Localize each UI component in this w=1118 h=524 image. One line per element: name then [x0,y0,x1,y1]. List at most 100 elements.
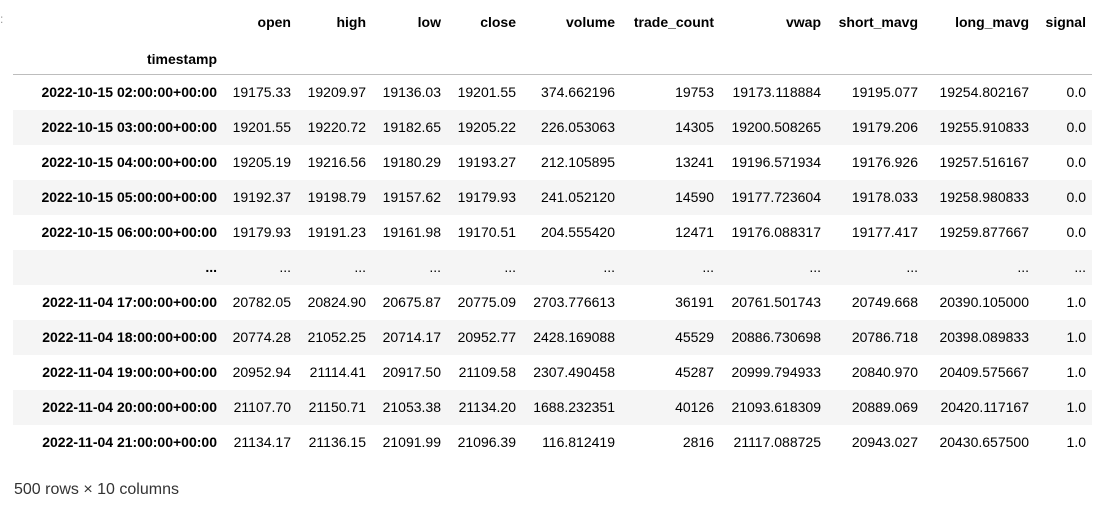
cell-long-mavg: 19254.802167 [939,84,1029,100]
cell-low: 19182.65 [382,119,441,135]
index-header-blank [372,44,447,75]
index-header-blank [297,44,372,75]
cell-high: 20824.90 [307,294,366,310]
cell-close: ... [504,259,516,275]
cell-vwap: 19176.088317 [731,224,821,240]
cell-low: 19157.62 [382,189,441,205]
column-header-close: close [480,14,516,30]
row-index-timestamp: 2022-10-15 06:00:00+00:00 [41,224,217,240]
cell-high: 21150.71 [308,399,366,415]
cell-short-mavg: 20786.718 [851,329,918,345]
cell-vwap: ... [809,259,821,275]
cell-high: 19191.23 [307,224,366,240]
cell-long-mavg: 19257.516167 [939,154,1029,170]
cell-signal: 0.0 [1066,119,1086,135]
cell-trade-count: 14590 [675,189,714,205]
cell-open: 19192.37 [232,189,291,205]
row-index-timestamp: 2022-11-04 18:00:00+00:00 [42,329,217,345]
cell-open: 19205.19 [232,154,291,170]
cell-short-mavg: 20840.970 [851,364,918,380]
index-header-blank [720,44,827,75]
cell-vwap: 19173.118884 [732,84,822,100]
cell-long-mavg: 20420.117167 [940,399,1030,415]
cell-vwap: 19200.508265 [731,119,821,135]
cell-high: 21136.15 [308,434,366,450]
row-index-timestamp: 2022-11-04 20:00:00+00:00 [42,399,217,415]
cell-trade-count: 45287 [675,364,714,380]
table-body: 2022-10-15 02:00:00+00:00 19175.33 19209.9… [13,74,1092,460]
cell-volume: 226.053063 [541,119,615,135]
cell-signal: ... [1074,259,1086,275]
cell-signal: 0.0 [1066,84,1086,100]
cell-volume: 2428.169088 [533,329,615,345]
cell-close: 20952.77 [457,329,516,345]
cell-open: 19175.33 [232,84,291,100]
cell-volume: 204.555420 [541,224,615,240]
cell-close: 19179.93 [457,189,516,205]
cell-close: 19201.55 [457,84,516,100]
cell-open: 21107.70 [233,399,291,415]
cell-open: 21134.17 [233,434,291,450]
cell-open: 20774.28 [232,329,291,345]
cell-trade-count: 13241 [675,154,714,170]
cell-short-mavg: 19177.417 [851,224,918,240]
cell-short-mavg: 19195.077 [851,84,918,100]
row-index-timestamp: 2022-11-04 21:00:00+00:00 [42,434,217,450]
cell-low: 19161.98 [382,224,441,240]
cell-volume: 2307.490458 [533,364,615,380]
row-index-timestamp: 2022-11-04 17:00:00+00:00 [42,294,217,310]
cell-trade-count: 40126 [675,399,714,415]
cell-trade-count: 45529 [675,329,714,345]
cell-close: 21134.20 [458,399,516,415]
table-row: 2022-11-04 17:00:00+00:00 20782.05 20824.9… [13,285,1092,320]
column-header-low: low [417,14,441,30]
cell-vwap: 19196.571934 [731,154,821,170]
cell-low: 20714.17 [382,329,441,345]
cell-signal: 1.0 [1066,329,1086,345]
cell-high: 19209.97 [307,84,366,100]
cell-long-mavg: 19258.980833 [939,189,1029,205]
cell-vwap: 21093.618309 [731,399,821,415]
cell-trade-count: 19753 [675,84,714,100]
index-header-blank [621,44,720,75]
cell-short-mavg: 19176.926 [851,154,918,170]
index-header-blank [924,44,1035,75]
cell-vwap: 21117.088725 [733,434,821,450]
cell-low: 19136.03 [382,84,441,100]
cell-long-mavg: ... [1017,259,1029,275]
row-index-timestamp: 2022-10-15 05:00:00+00:00 [41,189,217,205]
cell-short-mavg: 20749.668 [851,294,918,310]
index-name-header: timestamp [146,51,217,67]
cell-short-mavg: 20889.069 [851,399,918,415]
cell-signal: 0.0 [1066,189,1086,205]
cell-trade-count: ... [702,259,714,275]
table-row: 2022-10-15 05:00:00+00:00 19192.37 19198.7… [13,180,1092,215]
cell-vwap: 20761.501743 [731,294,821,310]
cell-volume: 374.662196 [541,84,615,100]
cell-volume: 116.812419 [542,434,615,450]
table-row: 2022-11-04 20:00:00+00:00 21107.70 21150.7… [13,390,1092,425]
row-index-timestamp: 2022-10-15 04:00:00+00:00 [41,154,217,170]
cell-short-mavg: 19179.206 [851,119,918,135]
table-header: open high low close volume trade_count vwap sho… [13,0,1092,75]
cell-low: 20917.50 [382,364,441,380]
cell-vwap: 19177.723604 [731,189,821,205]
table-row: 2022-11-04 18:00:00+00:00 20774.28 21052.2… [13,320,1092,355]
cell-high: 21114.41 [309,364,366,380]
cell-trade-count: 36191 [675,294,714,310]
cell-low: ... [429,259,441,275]
column-header-high: high [336,14,366,30]
ellipsis-row: ................................. [13,250,1092,285]
cell-vwap: 20886.730698 [731,329,821,345]
cell-volume: 2703.776613 [533,294,615,310]
cell-trade-count: 14305 [675,119,714,135]
cell-high: 21052.25 [307,329,366,345]
column-header-short-mavg: short_mavg [838,14,918,30]
index-header-blank [447,44,522,75]
dataframe-table: open high low close volume trade_count vwap sho… [13,0,1092,460]
cell-close: 19170.51 [457,224,516,240]
row-index-timestamp: 2022-10-15 02:00:00+00:00 [41,84,217,100]
cell-open: 20782.05 [232,294,291,310]
index-header-blank [1035,44,1092,75]
cell-volume: 241.052120 [541,189,615,205]
